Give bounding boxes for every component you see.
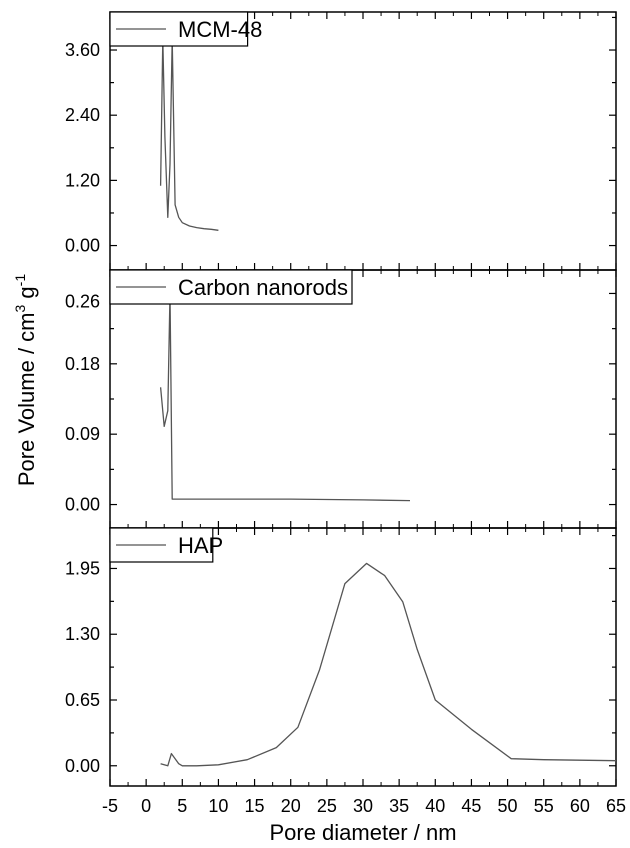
- x-tick-label: 55: [534, 796, 554, 816]
- legend-label: HAP: [178, 533, 223, 558]
- legend-label: Carbon nanorods: [178, 275, 348, 300]
- x-tick-label: 65: [606, 796, 626, 816]
- y-tick-label: 1.30: [65, 624, 100, 644]
- x-tick-label: 60: [570, 796, 590, 816]
- x-tick-label: 50: [498, 796, 518, 816]
- x-tick-label: 0: [141, 796, 151, 816]
- data-line-carbon-nanorods: [159, 292, 411, 502]
- y-axis-title: Pore Volume / cm3 g-1: [12, 274, 39, 486]
- panel-2: 0.00 0.09 0.18 0.26 Carbon nanorods: [65, 269, 617, 529]
- y-tick-label: 0.09: [65, 424, 100, 444]
- x-tick-label: -5: [102, 796, 118, 816]
- y-tick-label: 0.65: [65, 690, 100, 710]
- x-tick-label: 15: [245, 796, 265, 816]
- panel-frame: [109, 11, 617, 271]
- x-tick-label: 25: [317, 796, 337, 816]
- legend-label: MCM-48: [178, 17, 262, 42]
- y-tick-label: 0.00: [65, 495, 100, 515]
- y-tick-label: 3.60: [65, 40, 100, 60]
- y-tick-label: 1.20: [65, 170, 100, 190]
- panel-frame: [109, 269, 617, 529]
- panel-1: 0.00 1.20 2.40 3.60 MCM-48: [65, 11, 617, 271]
- x-tick-label: 45: [461, 796, 481, 816]
- x-tick-label: 5: [177, 796, 187, 816]
- y-tick-label: 0.00: [65, 756, 100, 776]
- x-tick-label: 30: [353, 796, 373, 816]
- x-tick-label: 20: [281, 796, 301, 816]
- y-tick-label: 2.40: [65, 105, 100, 125]
- x-tick-label: 10: [208, 796, 228, 816]
- data-line-mcm-48: [159, 38, 219, 231]
- x-tick-label: 40: [425, 796, 445, 816]
- x-tick-label: 35: [389, 796, 409, 816]
- data-line-hap: [160, 562, 616, 767]
- y-tick-label: 0.00: [65, 236, 100, 256]
- y-tick-label: 1.95: [65, 558, 100, 578]
- y-tick-label: 0.18: [65, 354, 100, 374]
- panel-3: 0.00 0.65 1.30 1.95 HAP: [65, 527, 617, 787]
- x-axis-title: Pore diameter / nm: [269, 820, 456, 845]
- y-tick-label: 0.26: [65, 291, 100, 311]
